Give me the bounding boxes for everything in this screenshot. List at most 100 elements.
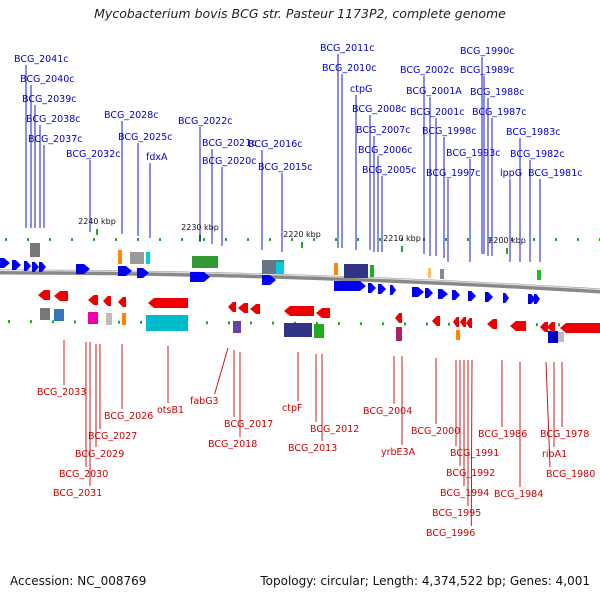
reverse-gene-label: BCG_2030 [59, 469, 108, 480]
tick-dot-bottom [426, 322, 428, 326]
feature-box [192, 256, 218, 268]
scale-tick-mark [301, 242, 303, 248]
reverse-gene [238, 303, 248, 313]
reverse-gene [547, 322, 555, 332]
tick-dot-bottom [8, 320, 10, 324]
feature-box [233, 321, 241, 333]
forward-gene [190, 272, 210, 282]
reverse-gene-label: BCG_2017 [224, 419, 273, 430]
forward-gene [425, 288, 433, 298]
reverse-gene [88, 295, 98, 305]
reverse-gene [118, 297, 126, 307]
forward-gene-label: BCG_1981c [528, 168, 583, 179]
tick-dot-bottom [404, 322, 406, 326]
forward-gene [368, 283, 376, 293]
tick-dot-top [5, 238, 7, 241]
forward-gene [378, 284, 386, 294]
tick-dot-top [269, 238, 271, 241]
reverse-leader-line [470, 359, 473, 527]
tick-dot-bottom [118, 320, 120, 324]
forward-gene-label: BCG_2022c [178, 116, 233, 127]
reverse-gene [395, 313, 402, 323]
tick-dot-top [181, 238, 183, 241]
tick-dot-top [225, 238, 227, 241]
reverse-gene [103, 296, 111, 306]
tick-dot-top [467, 238, 469, 241]
reverse-gene [510, 321, 526, 331]
forward-gene-label: BCG_2028c [104, 110, 159, 121]
forward-gene [0, 258, 10, 268]
tick-dot-top [159, 238, 161, 241]
reverse-gene [432, 316, 440, 326]
feature-box [276, 262, 284, 274]
reverse-gene [54, 291, 68, 301]
tick-dot-bottom [206, 321, 208, 325]
tick-dot-top [511, 238, 513, 241]
feature-box [370, 265, 374, 277]
forward-gene-label: BCG_1997c [426, 168, 481, 179]
figure-title: Mycobacterium bovis BCG str. Pasteur 117… [94, 6, 506, 21]
tick-dot-top [357, 238, 359, 241]
tick-dot-bottom [74, 320, 76, 324]
forward-gene-label: BCG_2021c [202, 138, 257, 149]
feature-box [334, 263, 338, 275]
reverse-leader-line [214, 347, 229, 395]
reverse-gene-label: yrbE3A [381, 447, 416, 458]
forward-gene [528, 294, 536, 304]
reverse-gene [316, 308, 330, 318]
feature-box [456, 330, 460, 340]
feature-box [146, 315, 188, 331]
tick-dot-bottom [228, 321, 230, 325]
forward-gene-label: BCG_2005c [362, 165, 417, 176]
feature-box [54, 309, 64, 321]
tick-dot-top [401, 238, 403, 241]
reverse-gene [540, 322, 548, 332]
genome-backbone [0, 269, 600, 294]
reverse-gene-label: BCG_2012 [310, 424, 359, 435]
forward-gene-label: BCG_1983c [506, 127, 561, 138]
tick-dot-top [313, 238, 315, 241]
reverse-gene-label: fabG3 [190, 396, 219, 407]
forward-gene-label: BCG_2011c [320, 43, 375, 54]
feature-box [146, 252, 150, 264]
reverse-gene [560, 323, 600, 333]
tick-dot-top [489, 238, 491, 241]
forward-gene-label: BCG_2008c [352, 104, 407, 115]
forward-gene-label: BCG_2037c [28, 134, 83, 145]
reverse-gene-label: BCG_2004 [363, 406, 412, 417]
reverse-gene [148, 298, 188, 308]
tick-dot-bottom [316, 321, 318, 325]
reverse-gene [250, 304, 260, 314]
tick-dot-top [71, 238, 73, 241]
forward-gene [118, 266, 132, 276]
tick-dot-bottom [52, 320, 54, 324]
forward-gene-label: BCG_2001A [406, 86, 462, 97]
tick-dot-top [555, 238, 557, 241]
reverse-gene [38, 290, 50, 300]
feature-box [344, 264, 368, 278]
tick-dot-top [291, 238, 293, 241]
forward-gene [468, 291, 476, 301]
reverse-gene-label: BCG_2027 [88, 431, 137, 442]
reverse-gene [453, 317, 459, 327]
forward-gene-label: ctpG [350, 84, 372, 95]
forward-gene [334, 281, 366, 291]
tick-dot-bottom [382, 322, 384, 326]
scale-tick-mark [401, 246, 403, 252]
reverse-gene-label: BCG_1978 [540, 429, 589, 440]
reverse-gene-label: BCG_1996 [426, 528, 475, 539]
forward-gene-label: BCG_2040c [20, 74, 75, 85]
feature-box [30, 243, 40, 257]
feature-box [396, 327, 402, 341]
forward-gene-label: BCG_2016c [248, 139, 303, 150]
feature-box [130, 252, 144, 264]
reverse-gene-label: BCG_1992 [446, 468, 495, 479]
feature-box [314, 324, 324, 338]
forward-gene-label: BCG_2025c [118, 132, 173, 143]
forward-gene-label: BCG_1988c [470, 87, 525, 98]
forward-gene-label: lppG [500, 168, 522, 179]
forward-gene-label: BCG_2032c [66, 149, 121, 160]
forward-gene [452, 290, 460, 300]
forward-gene [12, 260, 21, 270]
